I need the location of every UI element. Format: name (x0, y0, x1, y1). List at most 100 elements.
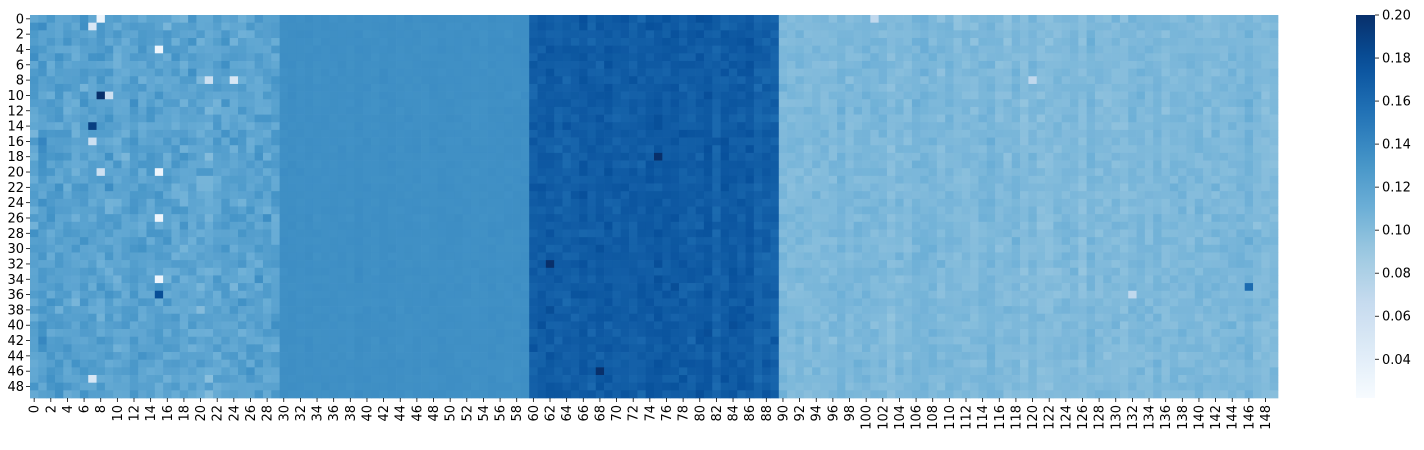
heatmap-cell (812, 229, 821, 238)
heatmap-cell (479, 152, 488, 161)
heatmap-cell (221, 68, 231, 77)
heatmap-cell (229, 45, 239, 54)
heatmap-cell (362, 183, 372, 192)
heatmap-cell (104, 175, 114, 184)
heatmap-cell (1194, 22, 1204, 31)
heatmap-cell (1203, 68, 1212, 77)
heatmap-cell (953, 45, 963, 54)
heatmap-cell (121, 191, 131, 200)
heatmap-cell (1244, 60, 1254, 69)
heatmap-cell (703, 221, 713, 230)
heatmap-cell (712, 68, 721, 77)
heatmap-cell (1028, 99, 1038, 108)
heatmap-cell (213, 198, 222, 207)
heatmap-cell (362, 152, 372, 161)
heatmap-cell (712, 60, 721, 69)
heatmap-cell (587, 206, 597, 215)
heatmap-cell (396, 160, 405, 169)
heatmap-cell (737, 221, 746, 230)
heatmap-cell (146, 145, 156, 154)
heatmap-cell (795, 15, 805, 24)
heatmap-cell (1211, 83, 1221, 92)
heatmap-cell (454, 122, 463, 131)
heatmap-cell (262, 175, 272, 184)
heatmap-cell (795, 53, 805, 62)
heatmap-cell (529, 191, 538, 200)
heatmap-cell (63, 244, 72, 253)
heatmap-cell (1253, 198, 1262, 207)
heatmap-cell (687, 60, 696, 69)
heatmap-cell (171, 83, 181, 92)
heatmap-cell (337, 260, 347, 269)
heatmap-cell (654, 229, 663, 238)
heatmap-cell (936, 99, 946, 108)
heatmap-cell (412, 106, 422, 115)
heatmap-cell (570, 83, 580, 92)
heatmap-cell (146, 206, 156, 215)
heatmap-cell (1136, 106, 1146, 115)
heatmap-cell (570, 45, 580, 54)
heatmap-cell (737, 252, 746, 261)
heatmap-cell (163, 267, 172, 276)
heatmap-cell (46, 183, 56, 192)
heatmap-cell (886, 145, 896, 154)
heatmap-cell (1028, 183, 1038, 192)
heatmap-cell (579, 206, 588, 215)
heatmap-cell (113, 53, 122, 62)
heatmap-cell (778, 229, 788, 238)
heatmap-cell (246, 30, 255, 39)
heatmap-cell (512, 168, 522, 177)
heatmap-cell (1111, 60, 1121, 69)
heatmap-cell (271, 168, 280, 177)
heatmap-cell (446, 175, 455, 184)
heatmap-cell (695, 191, 705, 200)
heatmap-cell (38, 252, 47, 261)
heatmap-cell (1203, 76, 1212, 85)
heatmap-cell (396, 221, 405, 230)
heatmap-cell (670, 260, 680, 269)
heatmap-cell (654, 260, 663, 269)
heatmap-cell (46, 53, 56, 62)
heatmap-cell (587, 129, 597, 138)
heatmap-cell (96, 83, 106, 92)
heatmap-cell (678, 221, 688, 230)
heatmap-cell (961, 91, 971, 100)
heatmap-cell (387, 237, 397, 246)
heatmap-cell (787, 53, 796, 62)
heatmap-cell (745, 45, 755, 54)
heatmap-cell (71, 68, 81, 77)
heatmap-cell (662, 68, 671, 77)
heatmap-cell (537, 129, 547, 138)
heatmap-cell (587, 30, 597, 39)
heatmap-cell (745, 76, 755, 85)
heatmap-cell (63, 252, 72, 261)
heatmap-cell (654, 22, 663, 31)
heatmap-cell (961, 106, 971, 115)
heatmap-cell (287, 175, 297, 184)
heatmap-cell (421, 160, 430, 169)
heatmap-cell (54, 15, 64, 24)
heatmap-cell (961, 191, 971, 200)
heatmap-cell (1269, 68, 1279, 77)
heatmap-cell (787, 198, 796, 207)
heatmap-cell (970, 168, 979, 177)
heatmap-cell (945, 198, 954, 207)
heatmap-cell (903, 175, 913, 184)
heatmap-cell (196, 260, 206, 269)
heatmap-cell (1111, 160, 1121, 169)
heatmap-cell (213, 129, 222, 138)
heatmap-cell (612, 237, 622, 246)
heatmap-cell (878, 45, 888, 54)
heatmap-cell (945, 30, 954, 39)
heatmap-cell (71, 91, 81, 100)
heatmap-cell (512, 60, 522, 69)
heatmap-cell (695, 183, 705, 192)
heatmap-cell (1211, 15, 1221, 24)
heatmap-cell (287, 145, 297, 154)
heatmap-cell (71, 221, 81, 230)
heatmap-cell (163, 83, 172, 92)
heatmap-cell (787, 137, 796, 146)
heatmap-cell (337, 237, 347, 246)
heatmap-cell (387, 191, 397, 200)
heatmap-cell (1236, 183, 1246, 192)
